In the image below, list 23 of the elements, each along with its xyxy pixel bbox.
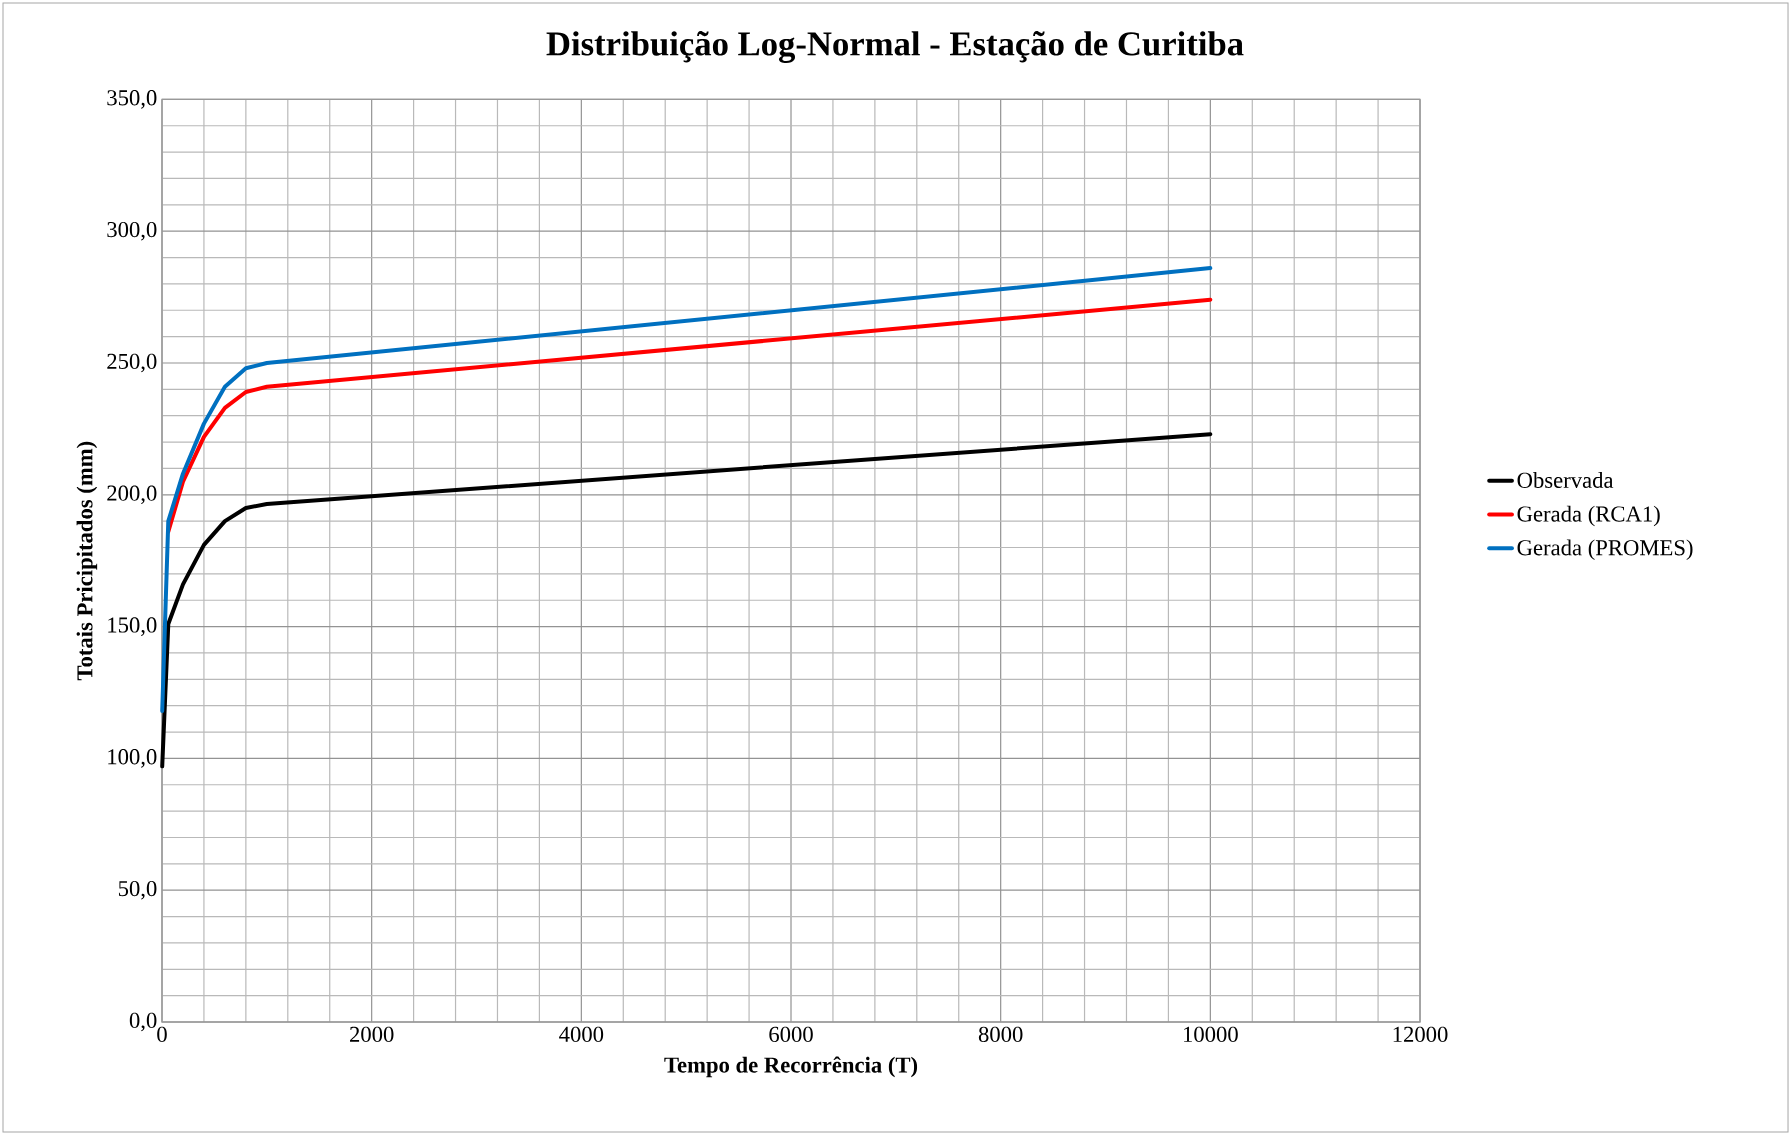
y-tick-label: 0,0 — [129, 1012, 157, 1032]
legend-label: Gerada (RCA1) — [1517, 505, 1660, 527]
x-tick-label: 6000 — [769, 1026, 813, 1043]
x-axis-title: Tempo de Recorrência (T) — [664, 1056, 918, 1078]
line-series — [160, 432, 1213, 769]
x-tick-label: 8000 — [978, 1026, 1023, 1043]
legend-label: Gerada (PROMES) — [1517, 539, 1693, 560]
y-tick-label: 350,0 — [107, 90, 157, 109]
y-tick-label: 50,0 — [118, 880, 157, 900]
x-tick-label: 10000 — [1184, 1026, 1238, 1043]
legend-label: Observada — [1517, 471, 1614, 488]
y-axis-title: Totais Pricipitados (mm) — [76, 441, 98, 681]
x-tick-label: 4000 — [559, 1026, 604, 1043]
line-series — [160, 266, 1213, 713]
x-tick-label: 12000 — [1393, 1026, 1448, 1043]
y-tick-label: 150,0 — [108, 617, 157, 636]
x-tick-label: 2000 — [350, 1026, 394, 1043]
y-tick-label: 200,0 — [107, 485, 157, 505]
y-tick-label: 100,0 — [108, 749, 157, 768]
chart-title: Distribuição Log-Normal - Estação de Curitiba — [546, 31, 1244, 63]
x-tick-label: 0 — [157, 1026, 167, 1043]
y-tick-label: 300,0 — [107, 221, 157, 241]
y-tick-label: 250,0 — [107, 353, 157, 373]
